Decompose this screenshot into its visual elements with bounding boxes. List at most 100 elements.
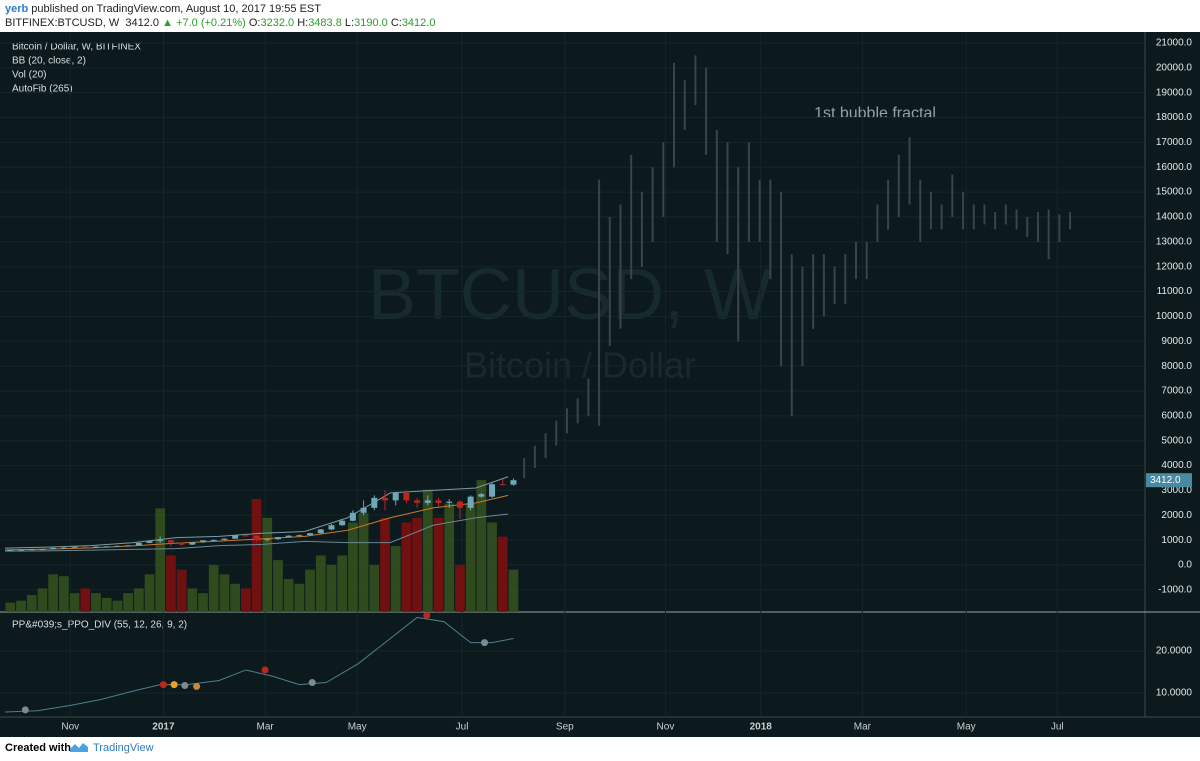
candle-body xyxy=(167,540,174,543)
indicator-tick-label: 20.0000 xyxy=(1156,646,1193,657)
y-tick-label: 16000.0 xyxy=(1156,162,1193,173)
volume-bar xyxy=(465,503,476,612)
volume-bar xyxy=(273,560,283,612)
candle-body xyxy=(221,538,228,540)
brand[interactable]: TradingView xyxy=(93,742,154,754)
volume-bar xyxy=(91,593,101,612)
volume-bar xyxy=(326,564,337,612)
y-tick-label: 6000.0 xyxy=(1161,410,1192,421)
y-tick-label: 19000.0 xyxy=(1156,87,1193,98)
indicator-dot xyxy=(159,681,167,689)
legend-item: AutoFib (265) xyxy=(12,84,73,95)
legend-item: BB (20, close, 2) xyxy=(12,56,86,67)
candle-body xyxy=(285,535,292,538)
volume-bar xyxy=(412,517,422,612)
candle-body xyxy=(114,545,121,547)
candle-body xyxy=(414,500,421,503)
candle-body xyxy=(103,546,110,548)
volume-bar xyxy=(133,588,144,612)
volume-bar xyxy=(240,588,251,612)
indicator-dot xyxy=(181,682,189,689)
h: 3483.8 xyxy=(308,17,342,29)
volume-bar xyxy=(187,588,198,612)
user[interactable]: yerb xyxy=(5,3,29,15)
y-tick-label: 10000.0 xyxy=(1156,311,1193,322)
volume-bar xyxy=(155,508,166,612)
y-tick-label: 9000.0 xyxy=(1161,336,1192,347)
indicator-dot xyxy=(261,666,269,674)
indicator-dot xyxy=(308,679,316,687)
candle-body xyxy=(210,539,217,541)
candle-body xyxy=(135,542,142,546)
volume-bar xyxy=(69,593,80,612)
volume-bar xyxy=(37,588,48,612)
volume-bar xyxy=(433,517,444,612)
candle-body xyxy=(435,500,442,503)
watermark-name: Bitcoin / Dollar xyxy=(464,345,696,386)
volume-bar xyxy=(476,480,487,612)
last-price-box xyxy=(1146,473,1192,488)
x-tick-label: Nov xyxy=(61,722,79,733)
bb-lower xyxy=(4,513,509,552)
volume-bar xyxy=(283,579,294,612)
indicator-dot xyxy=(170,681,178,689)
candle-body xyxy=(510,480,517,485)
x-tick-label: Sep xyxy=(556,722,574,733)
l-label: L: xyxy=(344,17,355,29)
candle-body xyxy=(446,501,453,503)
candle-body xyxy=(232,535,239,539)
candle-body xyxy=(92,546,99,548)
y-tick-label: 14000.0 xyxy=(1156,212,1193,223)
y-tick-label: 21000.0 xyxy=(1156,38,1193,49)
candle-body xyxy=(125,545,132,547)
candle-body xyxy=(371,497,378,508)
annotation: 1st bubble fractal xyxy=(814,105,936,122)
change: ▲ +7.0 (+0.21%) xyxy=(162,17,246,29)
volume-bar xyxy=(508,569,519,612)
y-tick-label: -1000.0 xyxy=(1158,585,1192,596)
y-tick-label: 0.0 xyxy=(1178,560,1192,571)
x-tick-label: Nov xyxy=(657,722,675,733)
bb-upper xyxy=(4,476,509,549)
watermark-symbol: BTCUSD, W xyxy=(368,255,772,335)
candle-body xyxy=(392,492,399,501)
volume-bar xyxy=(5,602,16,612)
candle-body xyxy=(7,549,14,551)
volume-bar xyxy=(16,600,26,612)
y-tick-label: 20000.0 xyxy=(1156,62,1193,73)
volume-bar xyxy=(26,595,37,612)
candle-body xyxy=(360,507,367,513)
x-tick-label: Mar xyxy=(256,722,274,733)
volume-bar xyxy=(219,574,230,612)
symbol: BITFINEX:BTCUSD, W xyxy=(5,17,120,29)
volume-bar xyxy=(369,564,380,612)
volume-bar xyxy=(294,583,305,612)
y-tick-label: 1000.0 xyxy=(1161,535,1192,546)
candle-body xyxy=(18,549,25,551)
y-tick-label: 15000.0 xyxy=(1156,187,1193,198)
volume-bar xyxy=(176,569,187,612)
created-with: Created with xyxy=(5,742,72,754)
indicator-dot xyxy=(21,706,29,714)
candle-body xyxy=(264,539,271,541)
volume-bar xyxy=(144,574,155,612)
candle-body xyxy=(307,533,314,536)
volume-bar xyxy=(444,503,455,612)
quote-line: BITFINEX:BTCUSD, W 3412.0 ▲ +7.0 (+0.21%… xyxy=(5,17,435,29)
indicator-name: PP&#039;s_PPO_DIV (55, 12, 26, 9, 2) xyxy=(12,620,187,631)
y-tick-label: 3000.0 xyxy=(1161,485,1192,496)
legend-item: Vol (20) xyxy=(12,70,46,81)
indicator-dot xyxy=(423,611,431,619)
candle-body xyxy=(403,492,410,501)
y-tick-label: 4000.0 xyxy=(1161,460,1192,471)
y-tick-label: 11000.0 xyxy=(1157,286,1193,297)
volume-bar xyxy=(230,583,240,612)
price: 3412.0 xyxy=(125,17,160,29)
candle-body xyxy=(489,484,496,497)
candle-body xyxy=(339,520,346,526)
y-tick-label: 5000.0 xyxy=(1161,435,1192,446)
candle-body xyxy=(146,541,153,543)
published: published on TradingView.com, August 10,… xyxy=(28,3,321,15)
volume-bar xyxy=(208,564,219,612)
x-tick-label: Mar xyxy=(854,722,872,733)
